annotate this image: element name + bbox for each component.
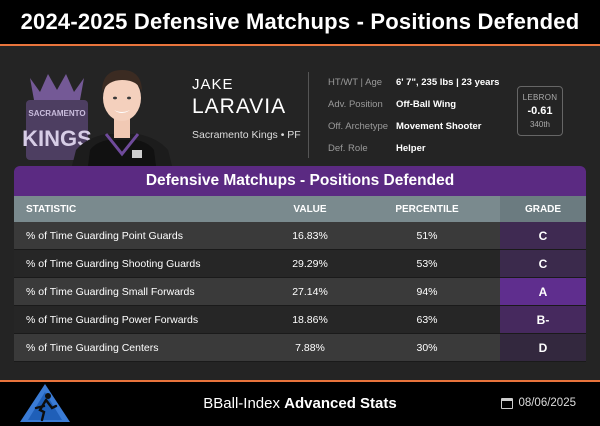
player-photo xyxy=(72,70,172,166)
detail-value: Helper xyxy=(396,142,426,154)
row-percentile: 51% xyxy=(416,229,438,242)
detail-row-adv-position: Adv. Position Off-Ball Wing xyxy=(328,93,499,115)
header-statistic: STATISTIC xyxy=(26,203,77,215)
row-percentile: 30% xyxy=(416,341,438,354)
calendar-icon xyxy=(501,397,514,409)
player-team-position: Sacramento Kings • PF xyxy=(192,129,301,141)
row-statistic: % of Time Guarding Power Forwards xyxy=(26,313,199,326)
lebron-value: -0.61 xyxy=(527,105,553,117)
row-value: 27.14% xyxy=(292,285,328,298)
row-value: 18.86% xyxy=(292,313,328,326)
team-logo-icon: SACRAMENTO KINGS xyxy=(22,74,92,160)
player-card: SACRAMENTO KINGS JAKE LARAVIA Sacramento… xyxy=(0,46,600,380)
lebron-label: LEBRON xyxy=(522,93,558,102)
detail-value: Off-Ball Wing xyxy=(396,98,457,110)
player-details: HT/WT | Age 6' 7", 235 lbs | 23 years Ad… xyxy=(328,71,499,159)
footer-date: 08/06/2025 xyxy=(501,397,576,409)
row-statistic: % of Time Guarding Small Forwards xyxy=(26,285,195,298)
detail-label: Off. Archetype xyxy=(328,120,389,132)
detail-row-ht-wt-age: HT/WT | Age 6' 7", 235 lbs | 23 years xyxy=(328,71,499,93)
header-value: VALUE xyxy=(293,203,327,215)
title-bar: 2024-2025 Defensive Matchups - Positions… xyxy=(0,0,600,44)
table-header: STATISTIC VALUE PERCENTILE GRADE xyxy=(14,196,586,222)
row-statistic: % of Time Guarding Centers xyxy=(26,341,159,354)
info-divider xyxy=(308,72,309,158)
footer: BBall-Index Advanced Stats 08/06/2025 xyxy=(0,382,600,426)
page-title: 2024-2025 Defensive Matchups - Positions… xyxy=(20,9,580,34)
detail-row-def-role: Def. Role Helper xyxy=(328,137,499,159)
row-statistic: % of Time Guarding Point Guards xyxy=(26,229,183,242)
table-row: % of Time Guarding Power Forwards 18.86%… xyxy=(14,306,586,334)
row-value: 16.83% xyxy=(292,229,328,242)
detail-value: 6' 7", 235 lbs | 23 years xyxy=(396,76,500,88)
detail-label: Adv. Position xyxy=(328,98,383,110)
row-value: 29.29% xyxy=(292,257,328,270)
footer-brand-suffix: Advanced Stats xyxy=(284,395,397,412)
lebron-box: LEBRON -0.61 340th xyxy=(517,86,563,136)
row-grade: A xyxy=(500,278,586,305)
row-grade: C xyxy=(500,222,586,249)
table-row: % of Time Guarding Small Forwards 27.14%… xyxy=(14,278,586,306)
row-grade: B- xyxy=(500,306,586,333)
player-last-name: LARAVIA xyxy=(192,95,287,118)
header-percentile: PERCENTILE xyxy=(395,203,459,215)
player-info: JAKE LARAVIA Sacramento Kings • PF xyxy=(192,76,301,141)
row-percentile: 94% xyxy=(416,285,438,298)
lebron-rank: 340th xyxy=(529,120,551,129)
player-first-name: JAKE xyxy=(192,76,234,93)
row-percentile: 53% xyxy=(416,257,438,270)
row-percentile: 63% xyxy=(416,313,438,326)
table-row: % of Time Guarding Shooting Guards 29.29… xyxy=(14,250,586,278)
row-grade: D xyxy=(500,334,586,361)
detail-label: HT/WT | Age xyxy=(328,76,383,88)
row-value: 7.88% xyxy=(295,341,325,354)
table-row: % of Time Guarding Centers 7.88% 30% D xyxy=(14,334,586,362)
matchups-table: Defensive Matchups - Positions Defended … xyxy=(14,166,586,362)
footer-brand: BBall-Index Advanced Stats xyxy=(0,395,600,412)
footer-date-text: 08/06/2025 xyxy=(518,397,576,409)
footer-brand-name: BBall-Index xyxy=(203,395,280,412)
top-accent-line xyxy=(0,44,600,46)
detail-value: Movement Shooter xyxy=(396,120,482,132)
logo-text-top: SACRAMENTO xyxy=(28,109,85,118)
detail-row-off-archetype: Off. Archetype Movement Shooter xyxy=(328,115,499,137)
row-grade: C xyxy=(500,250,586,277)
header-grade: GRADE xyxy=(500,196,586,222)
bball-index-logo-icon xyxy=(20,384,70,422)
table-title: Defensive Matchups - Positions Defended xyxy=(14,166,586,196)
row-statistic: % of Time Guarding Shooting Guards xyxy=(26,257,201,270)
detail-label: Def. Role xyxy=(328,142,368,154)
table-row: % of Time Guarding Point Guards 16.83% 5… xyxy=(14,222,586,250)
bottom-accent-line xyxy=(0,380,600,382)
